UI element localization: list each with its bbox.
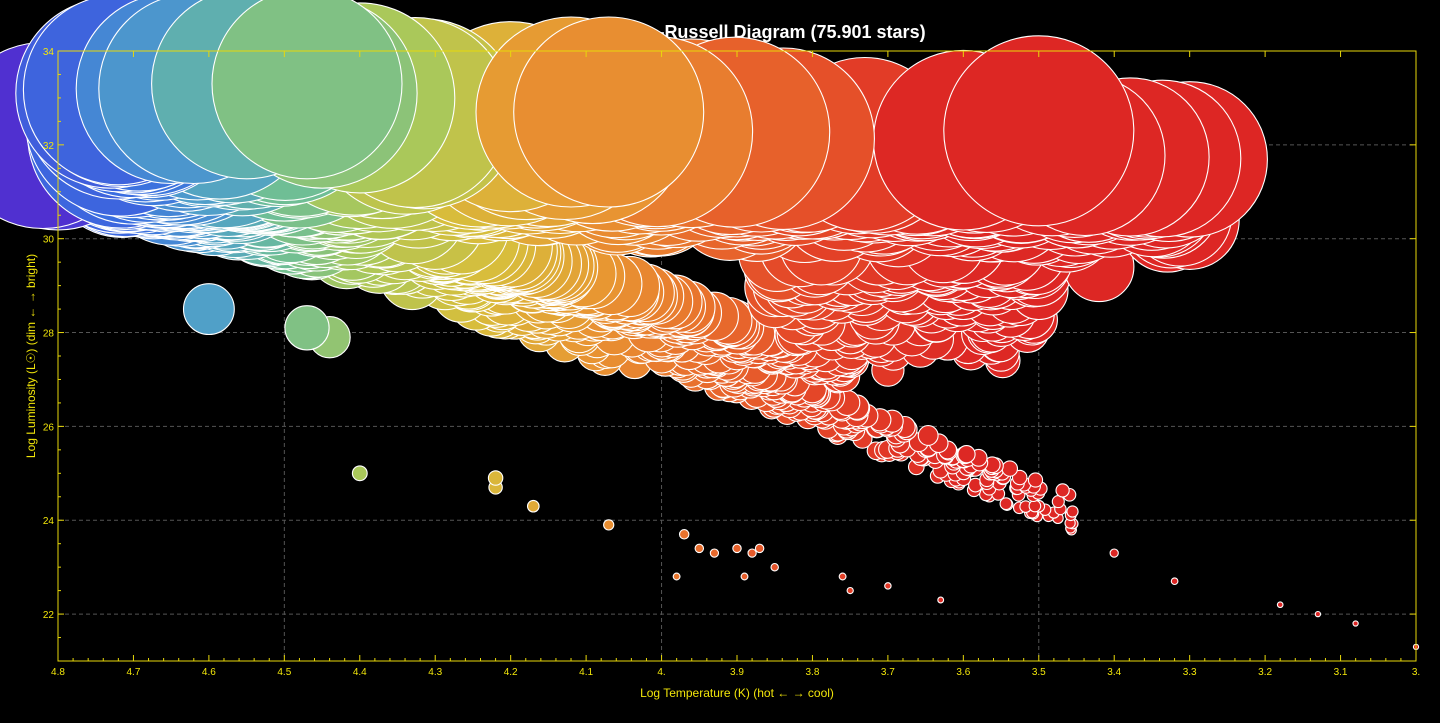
y-tick-label: 22 bbox=[43, 610, 55, 621]
y-tick-label: 28 bbox=[43, 329, 55, 340]
star-point bbox=[513, 16, 705, 208]
x-tick-label: 3.6 bbox=[956, 667, 970, 678]
star-points bbox=[0, 0, 1420, 651]
star-point bbox=[1055, 483, 1070, 498]
star-point bbox=[182, 283, 235, 336]
x-tick-label: 4.3 bbox=[428, 667, 442, 678]
star-point bbox=[1314, 610, 1322, 618]
star-point bbox=[678, 529, 690, 540]
x-tick-label: 4.4 bbox=[353, 667, 367, 678]
x-tick-label: 3.5 bbox=[1032, 667, 1046, 678]
y-tick-label: 26 bbox=[43, 422, 55, 433]
star-point bbox=[838, 572, 847, 581]
star-point bbox=[957, 445, 976, 464]
y-tick-label: 34 bbox=[43, 47, 55, 58]
star-point bbox=[1276, 601, 1284, 609]
star-point bbox=[732, 543, 742, 554]
star-point bbox=[709, 548, 720, 558]
x-tick-label: 3.2 bbox=[1258, 667, 1272, 678]
star-point bbox=[943, 35, 1135, 227]
star-point bbox=[1066, 505, 1079, 518]
star-point bbox=[917, 425, 939, 446]
x-tick-label: 3.7 bbox=[881, 667, 895, 678]
y-tick-label: 32 bbox=[43, 141, 55, 152]
x-tick-label: 3.1 bbox=[1334, 667, 1348, 678]
star-point bbox=[1027, 472, 1044, 488]
star-point bbox=[846, 586, 854, 595]
axis-ticks: 4.8 4.7 4.6 4.5 4.4 4.3 4.2 4.1 4. 3.9 3.8 3.7 3.6 3.… bbox=[43, 47, 1420, 678]
x-tick-label: 4.6 bbox=[202, 667, 216, 678]
star-point bbox=[284, 305, 330, 351]
star-point bbox=[747, 548, 757, 558]
star-point bbox=[211, 0, 403, 180]
star-point bbox=[937, 596, 945, 604]
x-tick-label: 3.8 bbox=[805, 667, 819, 678]
star-point bbox=[754, 543, 765, 554]
y-tick-label: 24 bbox=[43, 516, 55, 527]
x-tick-label: 3.9 bbox=[730, 667, 744, 678]
x-axis-label: Log Temperature (K) (hot ← → cool) bbox=[640, 686, 834, 700]
star-point bbox=[1170, 577, 1179, 586]
star-point bbox=[487, 470, 504, 486]
star-point bbox=[694, 543, 705, 554]
y-tick-label: 30 bbox=[43, 235, 55, 246]
star-point bbox=[740, 572, 749, 581]
star-point bbox=[999, 497, 1013, 511]
x-tick-label: 4. bbox=[657, 667, 665, 678]
x-tick-label: 4.7 bbox=[126, 667, 140, 678]
star-point bbox=[1352, 620, 1359, 627]
y-axis-label: Log Luminosity (L☉) (dim ← → bright) bbox=[24, 254, 38, 458]
star-point bbox=[351, 465, 368, 482]
star-point bbox=[1001, 460, 1019, 477]
x-tick-label: 4.5 bbox=[277, 667, 291, 678]
star-point bbox=[1109, 548, 1119, 558]
star-point bbox=[884, 582, 892, 590]
x-tick-label: 4.8 bbox=[51, 667, 65, 678]
x-tick-label: 3. bbox=[1412, 667, 1420, 678]
x-tick-label: 4.1 bbox=[579, 667, 593, 678]
star-point bbox=[770, 562, 779, 572]
x-tick-label: 3.4 bbox=[1107, 667, 1121, 678]
star-point bbox=[1028, 499, 1042, 513]
star-point bbox=[672, 572, 681, 581]
x-tick-label: 4.2 bbox=[504, 667, 518, 678]
star-point bbox=[526, 499, 540, 513]
star-point bbox=[603, 519, 615, 531]
x-tick-label: 3.3 bbox=[1183, 667, 1197, 678]
